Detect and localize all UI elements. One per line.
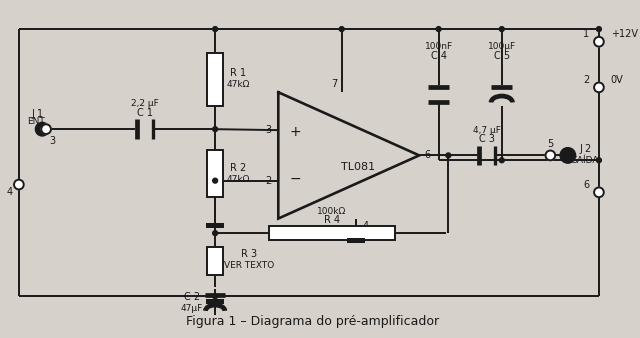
Text: R 1: R 1 xyxy=(230,68,246,78)
Text: 0V: 0V xyxy=(611,75,623,84)
Text: +: + xyxy=(290,125,301,139)
Text: 47kΩ: 47kΩ xyxy=(227,175,250,184)
Text: 1: 1 xyxy=(583,29,589,39)
Text: −: − xyxy=(290,172,301,186)
Text: C 5: C 5 xyxy=(493,51,510,61)
Text: 6: 6 xyxy=(424,150,430,161)
Text: Figura 1 – Diagrama do pré-amplificador: Figura 1 – Diagrama do pré-amplificador xyxy=(186,315,439,328)
Text: C 2: C 2 xyxy=(184,292,200,302)
Text: C 1: C 1 xyxy=(137,107,153,118)
Text: 2,2 µF: 2,2 µF xyxy=(131,99,159,108)
Text: 100nF: 100nF xyxy=(424,42,452,51)
Text: ENT.: ENT. xyxy=(28,117,47,126)
Circle shape xyxy=(594,37,604,47)
Text: J 2: J 2 xyxy=(579,144,591,153)
Circle shape xyxy=(14,180,24,189)
Bar xyxy=(206,299,224,304)
Circle shape xyxy=(596,158,602,163)
Text: 47µF: 47µF xyxy=(180,305,203,313)
Circle shape xyxy=(594,82,604,92)
Text: R 2: R 2 xyxy=(230,163,246,173)
Text: TL081: TL081 xyxy=(341,162,376,172)
Text: 7: 7 xyxy=(331,79,337,90)
Text: C 3: C 3 xyxy=(479,134,495,144)
Text: 4: 4 xyxy=(362,221,369,231)
Text: 2: 2 xyxy=(583,75,589,84)
Text: R 4: R 4 xyxy=(324,215,340,224)
Text: 100µF: 100µF xyxy=(488,42,516,51)
Text: 4: 4 xyxy=(6,187,12,197)
Circle shape xyxy=(446,153,451,158)
Text: 47kΩ: 47kΩ xyxy=(227,80,250,90)
Circle shape xyxy=(212,27,218,31)
Text: 5: 5 xyxy=(547,139,554,149)
Circle shape xyxy=(596,27,602,31)
Text: +12V: +12V xyxy=(611,29,637,39)
Text: 4,7 µF: 4,7 µF xyxy=(473,126,501,135)
Text: C 4: C 4 xyxy=(431,51,447,61)
Text: 3: 3 xyxy=(49,136,55,146)
Text: 6: 6 xyxy=(583,179,589,190)
Bar xyxy=(269,226,395,240)
Bar xyxy=(206,223,224,228)
Circle shape xyxy=(499,158,504,163)
Circle shape xyxy=(212,127,218,131)
Circle shape xyxy=(35,122,49,136)
Circle shape xyxy=(212,178,218,183)
Circle shape xyxy=(212,231,218,236)
Bar xyxy=(207,247,223,275)
Text: SAÍDA: SAÍDA xyxy=(572,156,599,165)
Text: VER TEXTO: VER TEXTO xyxy=(224,261,275,270)
Circle shape xyxy=(499,27,504,31)
Circle shape xyxy=(339,27,344,31)
Text: 3: 3 xyxy=(266,125,271,135)
Circle shape xyxy=(594,188,604,197)
Circle shape xyxy=(436,27,441,31)
Circle shape xyxy=(545,150,556,160)
Circle shape xyxy=(41,124,51,134)
Bar xyxy=(207,53,223,105)
Circle shape xyxy=(560,148,575,163)
Circle shape xyxy=(212,294,218,299)
Text: 100kΩ: 100kΩ xyxy=(317,207,346,216)
Text: J 1: J 1 xyxy=(31,108,44,119)
Text: 2: 2 xyxy=(266,176,272,186)
Text: R 3: R 3 xyxy=(241,249,257,259)
Bar xyxy=(207,150,223,197)
Bar xyxy=(347,238,365,243)
